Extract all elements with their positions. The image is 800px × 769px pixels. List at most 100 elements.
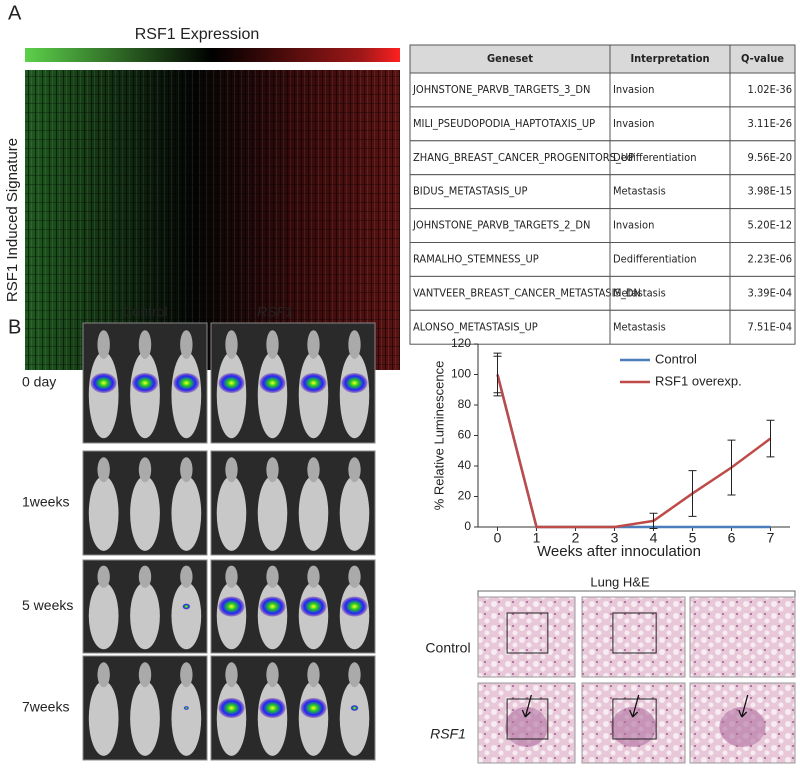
column-label: RSF1	[257, 304, 293, 320]
mouse-head	[348, 565, 361, 588]
legend-label: RSF1 overexp.	[655, 373, 742, 388]
x-tick-label: 5	[689, 530, 697, 546]
y-tick-label: 100	[451, 367, 471, 381]
table-cell: Dedifferentiation	[613, 252, 697, 265]
mouse	[171, 680, 202, 756]
table-cell: Metastasis	[613, 320, 666, 333]
table-cell: RAMALHO_STEMNESS_UP	[413, 252, 539, 265]
table-cell: BIDUS_METASTASIS_UP	[413, 185, 527, 198]
mouse-head	[97, 457, 110, 483]
signal	[259, 698, 286, 718]
x-tick-label: 0	[494, 530, 502, 546]
y-tick-label: 20	[458, 489, 472, 503]
signal	[341, 596, 368, 617]
legend-label: Control	[655, 351, 697, 366]
error-bar	[688, 470, 697, 517]
mouse-head	[348, 662, 361, 688]
table-cell: VANTVEER_BREAST_CANCER_METASTASIS_DN	[413, 286, 641, 299]
error-bar	[766, 419, 775, 458]
error-bar	[649, 512, 658, 530]
signal	[300, 596, 327, 617]
signal	[259, 596, 286, 617]
signal	[341, 373, 368, 393]
row-label: 7weeks	[22, 699, 69, 715]
table-cell: 7.51E-04	[748, 320, 792, 333]
mouse	[216, 475, 247, 551]
row-label: 0 day	[22, 374, 56, 390]
histology-title: Lung H&E	[590, 574, 650, 589]
y-tick-label: 40	[458, 458, 472, 472]
y-axis-label: % Relative Luminescence	[431, 361, 446, 511]
mouse-head	[266, 330, 279, 359]
mouse-head	[266, 662, 279, 688]
table-row	[409, 174, 796, 210]
signal	[300, 698, 327, 718]
table-row	[409, 140, 796, 176]
micrograph	[581, 596, 686, 678]
table: Geneset Interpretation Q-value JOHNSTONE_PA…	[409, 44, 796, 345]
table-cell: Metastasis	[613, 286, 666, 299]
mouse	[216, 351, 247, 439]
column-header: Q-value	[741, 52, 784, 65]
x-tick-label: 3	[611, 530, 619, 546]
mouse-head	[307, 565, 320, 588]
arrow	[629, 694, 640, 718]
panel-label: A	[8, 2, 22, 24]
table-cell: 3.39E-04	[748, 286, 792, 299]
mouse-head	[307, 330, 320, 359]
signal	[218, 373, 245, 393]
x-tick-label: 1	[533, 530, 541, 546]
signal	[300, 373, 327, 393]
column-header: Geneset	[487, 52, 533, 65]
color-bar	[25, 48, 400, 62]
table-cell: 2.23E-06	[748, 252, 792, 265]
mouse	[130, 475, 160, 551]
micrograph	[477, 682, 576, 764]
x-axis-label: Weeks after innoculation	[537, 543, 701, 560]
mouse	[88, 475, 119, 551]
lesion	[505, 707, 548, 747]
mouse	[130, 582, 160, 650]
mouse	[216, 680, 247, 756]
mouse-head	[348, 330, 361, 359]
table-cell: JOHNSTONE_PARVB_TARGETS_3_DN	[412, 83, 590, 96]
table-row	[409, 309, 796, 345]
mouse	[257, 680, 288, 756]
signal	[182, 603, 191, 610]
mouse-head	[138, 457, 152, 483]
zoom-box	[612, 698, 657, 740]
bracket	[477, 590, 796, 597]
row-label: 1weeks	[22, 494, 69, 510]
x-tick-label: 2	[572, 530, 580, 546]
mouse	[171, 582, 202, 650]
mouse-head	[348, 457, 361, 483]
mouse-head	[225, 565, 238, 588]
series-line	[496, 374, 771, 529]
zoom-box	[506, 698, 549, 740]
mouse	[88, 351, 119, 439]
lesion	[610, 707, 657, 747]
table-row	[409, 242, 796, 277]
mouse-head	[180, 662, 193, 688]
table-cell: Invasion	[613, 117, 654, 130]
signal	[259, 373, 286, 393]
table-row	[409, 275, 796, 311]
table-cell: 5.20E-12	[748, 219, 792, 232]
row-label: Control	[425, 640, 470, 656]
mouse	[88, 582, 119, 650]
mouse-head	[180, 457, 193, 483]
signal	[183, 706, 189, 710]
signal	[218, 698, 245, 718]
x-tick-label: 7	[767, 530, 775, 546]
table-header-bg	[409, 44, 796, 74]
arrow	[738, 694, 749, 718]
arrow	[521, 694, 532, 718]
heatmap-texture	[25, 70, 400, 370]
mouse	[298, 680, 329, 756]
y-tick-label: 80	[458, 397, 472, 411]
zoom-box	[612, 612, 657, 654]
mouse-head	[97, 330, 110, 359]
mouse-head	[97, 662, 110, 688]
table-cell: 3.11E-26	[748, 117, 792, 130]
